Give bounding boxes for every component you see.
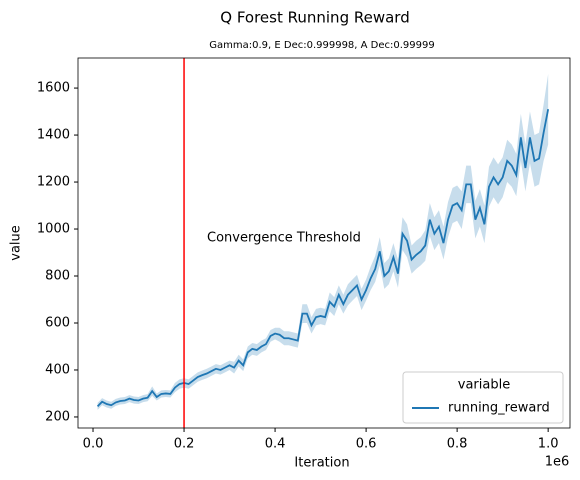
- annotation: Convergence Threshold: [207, 231, 361, 246]
- x-tick-label: 0.4: [265, 437, 286, 452]
- y-tick-label: 1000: [37, 222, 70, 237]
- y-axis-label: value: [9, 225, 24, 261]
- x-offset-label: 1e6: [545, 455, 570, 470]
- y-tick-label: 1600: [37, 81, 70, 96]
- y-tick-label: 200: [45, 409, 70, 424]
- x-tick-label: 1.0: [538, 437, 559, 452]
- chart-title: Q Forest Running Reward: [220, 9, 409, 27]
- x-axis-label: Iteration: [294, 456, 349, 471]
- legend-title: variable: [458, 378, 510, 393]
- y-tick-label: 400: [45, 362, 70, 377]
- legend-label: running_reward: [448, 401, 550, 416]
- chart-subtitle: Gamma:0.9, E Dec:0.999998, A Dec:0.99999: [209, 40, 435, 51]
- y-tick-label: 1200: [37, 175, 70, 190]
- plot-frame: [77, 57, 571, 429]
- y-tick-label: 800: [45, 269, 70, 284]
- y-tick-label: 600: [45, 315, 70, 330]
- legend-box: [402, 371, 564, 424]
- x-tick-label: 0.2: [174, 437, 195, 452]
- y-tick-label: 1400: [37, 128, 70, 143]
- x-tick-label: 0.8: [447, 437, 468, 452]
- x-tick-label: 0.6: [356, 437, 377, 452]
- data-line: [96, 109, 550, 408]
- x-tick-label: 0.0: [83, 437, 104, 452]
